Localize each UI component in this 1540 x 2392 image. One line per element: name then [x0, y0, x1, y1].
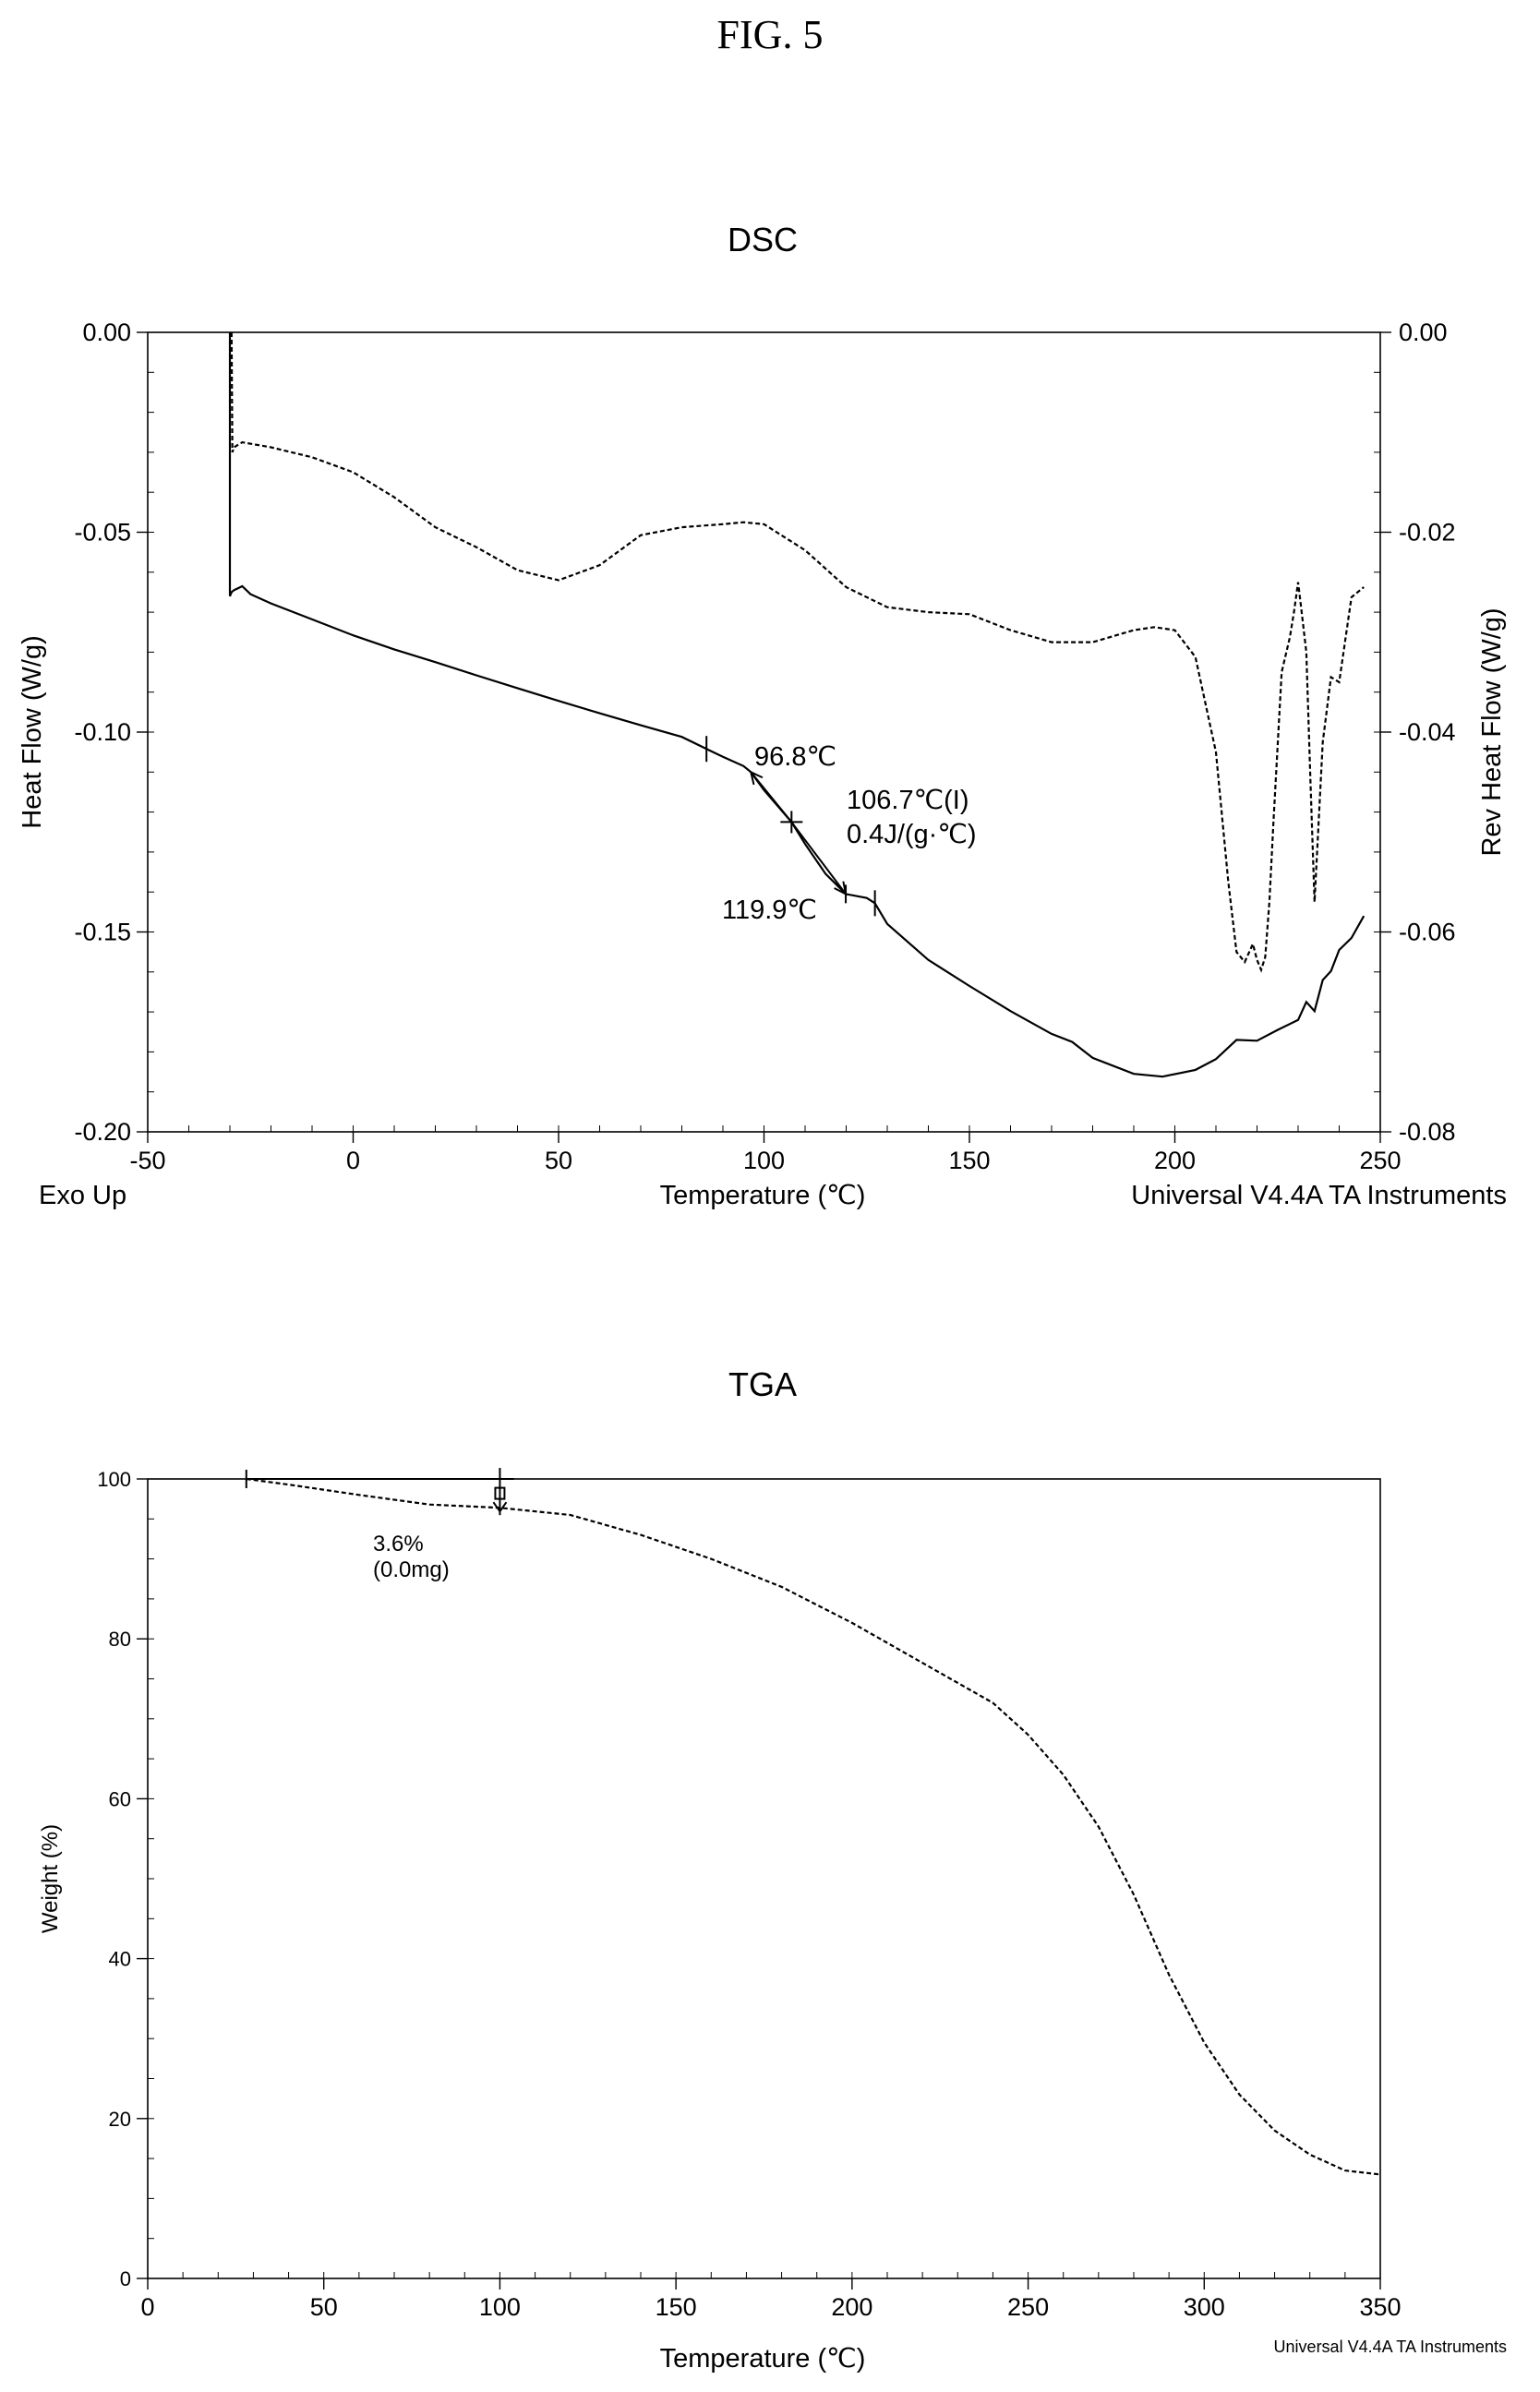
dsc-footer-right: Universal V4.4A TA Instruments: [1131, 1181, 1507, 1210]
dsc-end-label: 119.9℃: [722, 895, 817, 925]
dsc-x-tick-label: 200: [1154, 1147, 1196, 1174]
tga-y-tick-label: 80: [109, 1628, 131, 1651]
dsc-end-arrow: [790, 821, 847, 895]
tga-x-tick-label: 200: [831, 2293, 872, 2321]
dsc-y2label: Rev Heat Flow (W/g): [1477, 607, 1507, 856]
dsc-y2-tick-label: 0.00: [1399, 319, 1448, 346]
dsc-y2-tick-label: -0.06: [1399, 919, 1456, 946]
dsc-mid-label-1: 106.7℃(I): [847, 786, 969, 815]
tga-xlabel: Temperature (℃): [660, 2344, 866, 2374]
dsc-rev-heat-flow-series: [230, 331, 1365, 973]
tga-x-tick-label: 350: [1359, 2293, 1401, 2321]
dsc-x-tick-label: 100: [743, 1147, 785, 1174]
tga-x-tick-label: 100: [479, 2293, 521, 2321]
dsc-chart: DSC -50 0 50 100 150 200 250 0.00 -0.05 -0.10 -0.1…: [18, 221, 1507, 1210]
dsc-x-tick-label: 150: [948, 1147, 990, 1174]
dsc-y-tick-label: -0.20: [74, 1118, 131, 1146]
tga-y-tick-label: 20: [109, 2108, 131, 2131]
tga-y-tick-label: 0: [120, 2267, 131, 2290]
tga-curves: [246, 1477, 1381, 2176]
dsc-y-tick-label: 0.00: [82, 319, 131, 346]
tga-x-tick-label: 300: [1184, 2293, 1225, 2321]
tga-weight-series: [246, 1477, 1381, 2176]
dsc-onset-arrow-head: [749, 770, 764, 786]
figure-label: FIG. 5: [716, 12, 824, 57]
tga-x-tick-label: 250: [1007, 2293, 1049, 2321]
tga-title: TGA: [728, 1365, 797, 1403]
tga-y-tick-label: 100: [97, 1468, 131, 1491]
tga-x-tick-label: 50: [310, 2293, 338, 2321]
dsc-y-tick-label: -0.15: [74, 919, 131, 946]
dsc-onset-arrow: [750, 771, 793, 823]
tga-footer-right: Universal V4.4A TA Instruments: [1274, 2338, 1507, 2356]
dsc-x-tick-label: 50: [545, 1147, 572, 1174]
tga-step-arrow-head: [492, 1501, 508, 1513]
tga-annotations: [245, 1468, 514, 1516]
tga-step-marker-box: [494, 1486, 506, 1500]
tga-x-tick-label: 0: [140, 2293, 154, 2321]
dsc-y-tick-label: -0.05: [74, 519, 131, 547]
dsc-heat-flow-series: [228, 332, 1366, 1078]
dsc-title: DSC: [728, 221, 798, 258]
dsc-footer-left: Exo Up: [39, 1181, 126, 1210]
tga-x-tick-label: 150: [656, 2293, 697, 2321]
dsc-y-tick-label: -0.10: [74, 718, 131, 746]
dsc-x-tick-label: 0: [346, 1147, 360, 1174]
tga-plot-frame: [147, 1478, 1381, 2279]
dsc-annotations: [705, 736, 876, 917]
tga-y-tick-label: 60: [109, 1787, 131, 1810]
tga-ylabel: Weight (%): [38, 1824, 63, 1933]
dsc-xlabel: Temperature (℃): [660, 1181, 866, 1210]
dsc-x-tick-label: 250: [1359, 1147, 1401, 1174]
dsc-ylabel: Heat Flow (W/g): [18, 635, 47, 828]
dsc-y2-tick-label: -0.02: [1399, 519, 1456, 547]
dsc-mid-label-2: 0.4J/(g·℃): [847, 820, 977, 849]
tga-y-tick-label: 40: [109, 1948, 131, 1971]
dsc-y2-tick-label: -0.04: [1399, 718, 1456, 746]
tga-weight-loss-label-2: (0.0mg): [373, 1557, 450, 1582]
dsc-y2-tick-label: -0.08: [1399, 1118, 1456, 1146]
dsc-onset-label: 96.8℃: [754, 742, 836, 772]
dsc-x-tick-label: -50: [129, 1147, 165, 1174]
dsc-ticks: -50 0 50 100 150 200 250 0.00 -0.05 -0.10 -0.15 -0.…: [74, 319, 1455, 1174]
tga-weight-loss-label-1: 3.6%: [373, 1532, 424, 1557]
dsc-curves: [228, 331, 1366, 1078]
